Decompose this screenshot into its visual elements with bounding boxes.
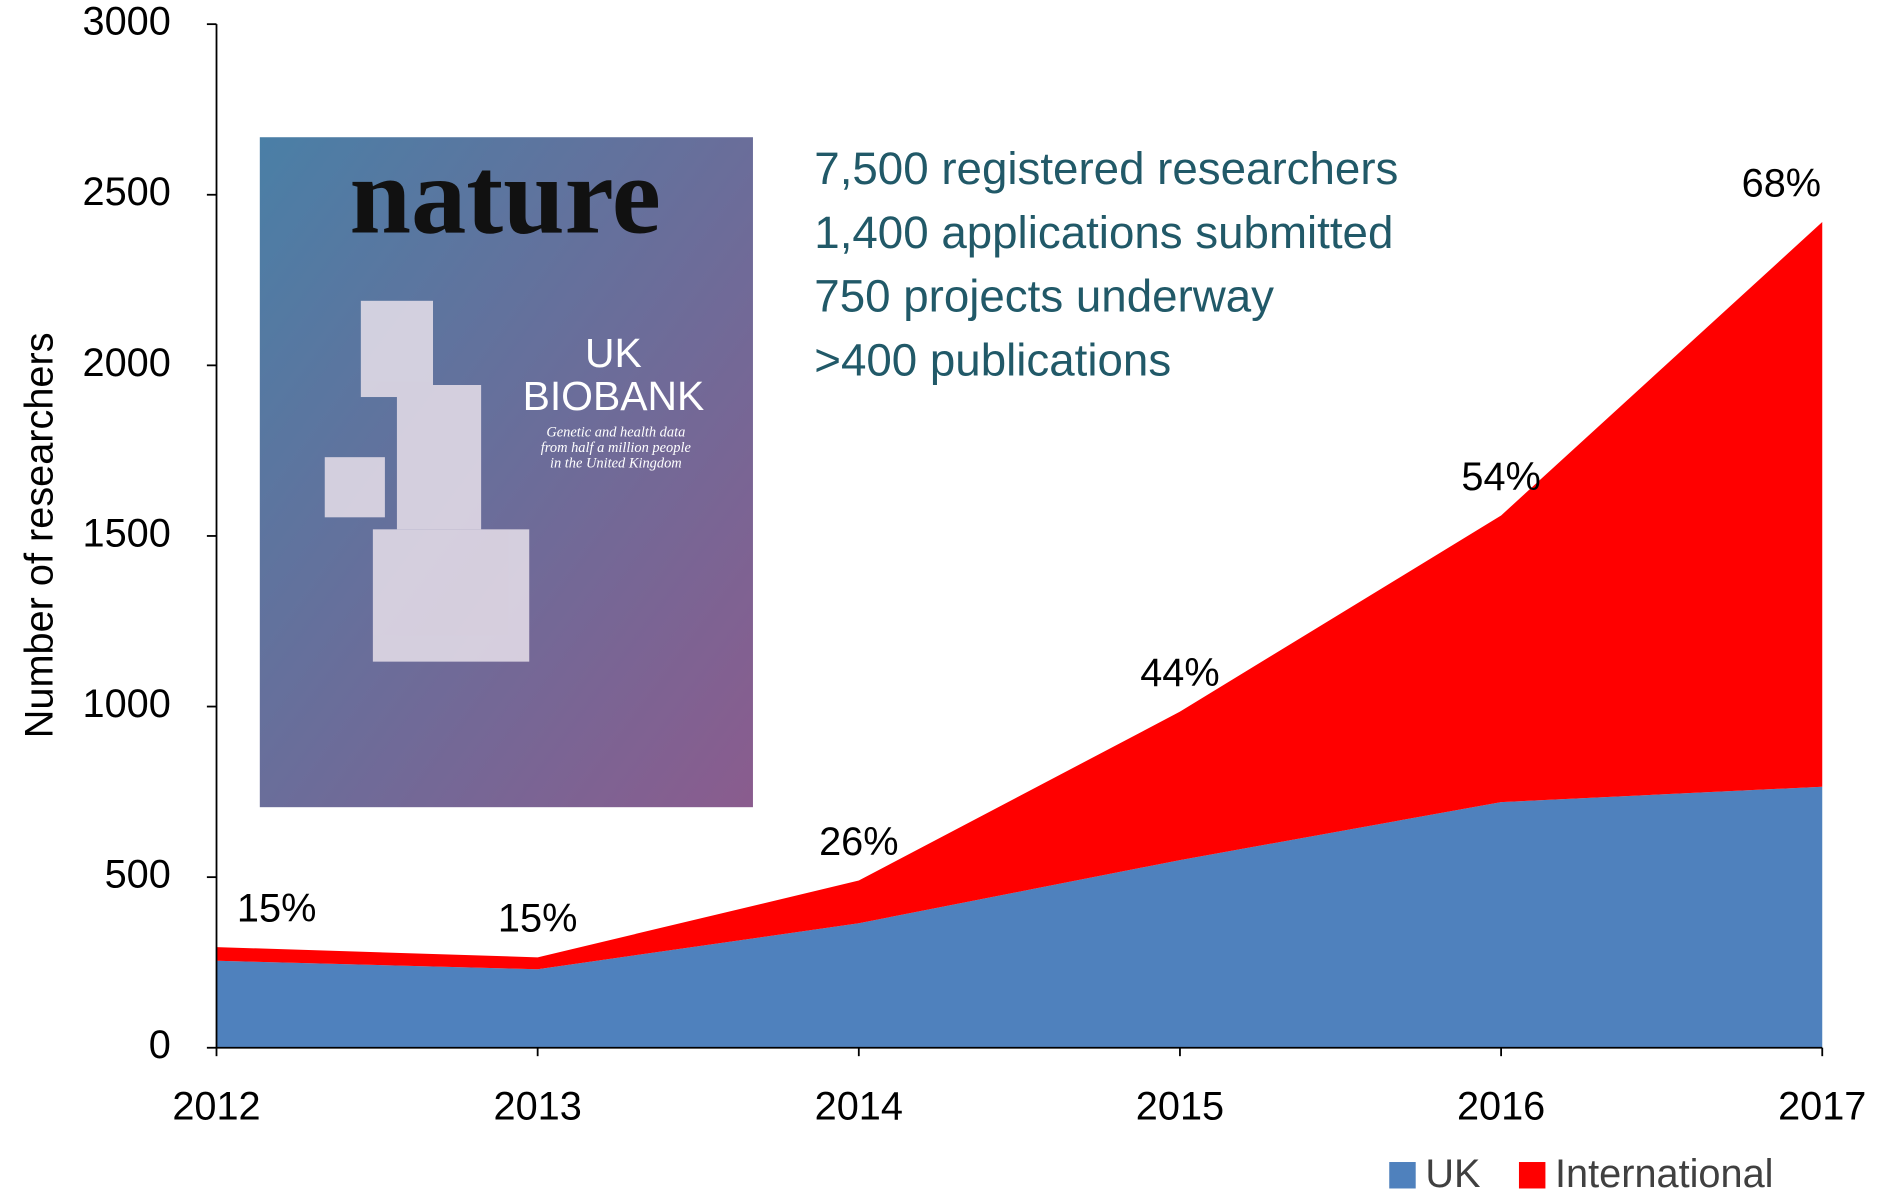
magazine-cover: nature UK BIOBANK Genetic and health dat… bbox=[260, 133, 753, 807]
x-tick-label: 2014 bbox=[815, 1085, 903, 1129]
x-tick-label: 2013 bbox=[494, 1085, 582, 1129]
legend-swatch bbox=[1389, 1162, 1415, 1188]
y-tick-label: 500 bbox=[105, 853, 171, 897]
legend-label: International bbox=[1555, 1152, 1773, 1196]
x-tick-label: 2012 bbox=[172, 1085, 260, 1129]
chart: Number of researchers nature UK BIOBANK … bbox=[0, 0, 1886, 1197]
page: {"chart_data": {"type": "stacked-area", … bbox=[0, 0, 1886, 1197]
share-label: 54% bbox=[1461, 455, 1540, 499]
cover-subtitle: from half a million people bbox=[541, 440, 692, 456]
x-tick-label: 2015 bbox=[1136, 1085, 1224, 1129]
cover-subtitle: in the United Kingdom bbox=[550, 456, 682, 472]
y-axis-label: Number of researchers bbox=[18, 332, 62, 738]
annotation: 750 projects underway bbox=[814, 271, 1274, 322]
share-label: 68% bbox=[1742, 161, 1821, 205]
share-label: 44% bbox=[1140, 651, 1219, 695]
share-label: 15% bbox=[498, 897, 577, 941]
y-tick-label: 1500 bbox=[83, 511, 171, 555]
y-tick-label: 2500 bbox=[83, 170, 171, 214]
cover-masthead: nature bbox=[349, 133, 660, 256]
cover-headline: UK bbox=[585, 330, 642, 376]
cover-subtitle: Genetic and health data bbox=[546, 424, 685, 440]
legend-label: UK bbox=[1425, 1152, 1481, 1196]
share-label: 26% bbox=[819, 820, 898, 864]
annotation: >400 publications bbox=[814, 334, 1171, 385]
y-tick-label: 0 bbox=[149, 1023, 171, 1067]
annotations: 7,500 registered researchers 1,400 applic… bbox=[814, 143, 1398, 385]
y-tick-label: 1000 bbox=[83, 682, 171, 726]
x-tick-label: 2017 bbox=[1778, 1085, 1866, 1129]
annotation: 7,500 registered researchers bbox=[814, 143, 1398, 194]
y-tick-label: 3000 bbox=[83, 0, 171, 44]
x-tick-label: 2016 bbox=[1457, 1085, 1545, 1129]
annotation: 1,400 applications submitted bbox=[814, 207, 1393, 258]
legend-swatch bbox=[1519, 1162, 1545, 1188]
y-tick-label: 2000 bbox=[83, 341, 171, 385]
cover-headline: BIOBANK bbox=[523, 373, 705, 419]
share-label: 15% bbox=[237, 886, 316, 930]
